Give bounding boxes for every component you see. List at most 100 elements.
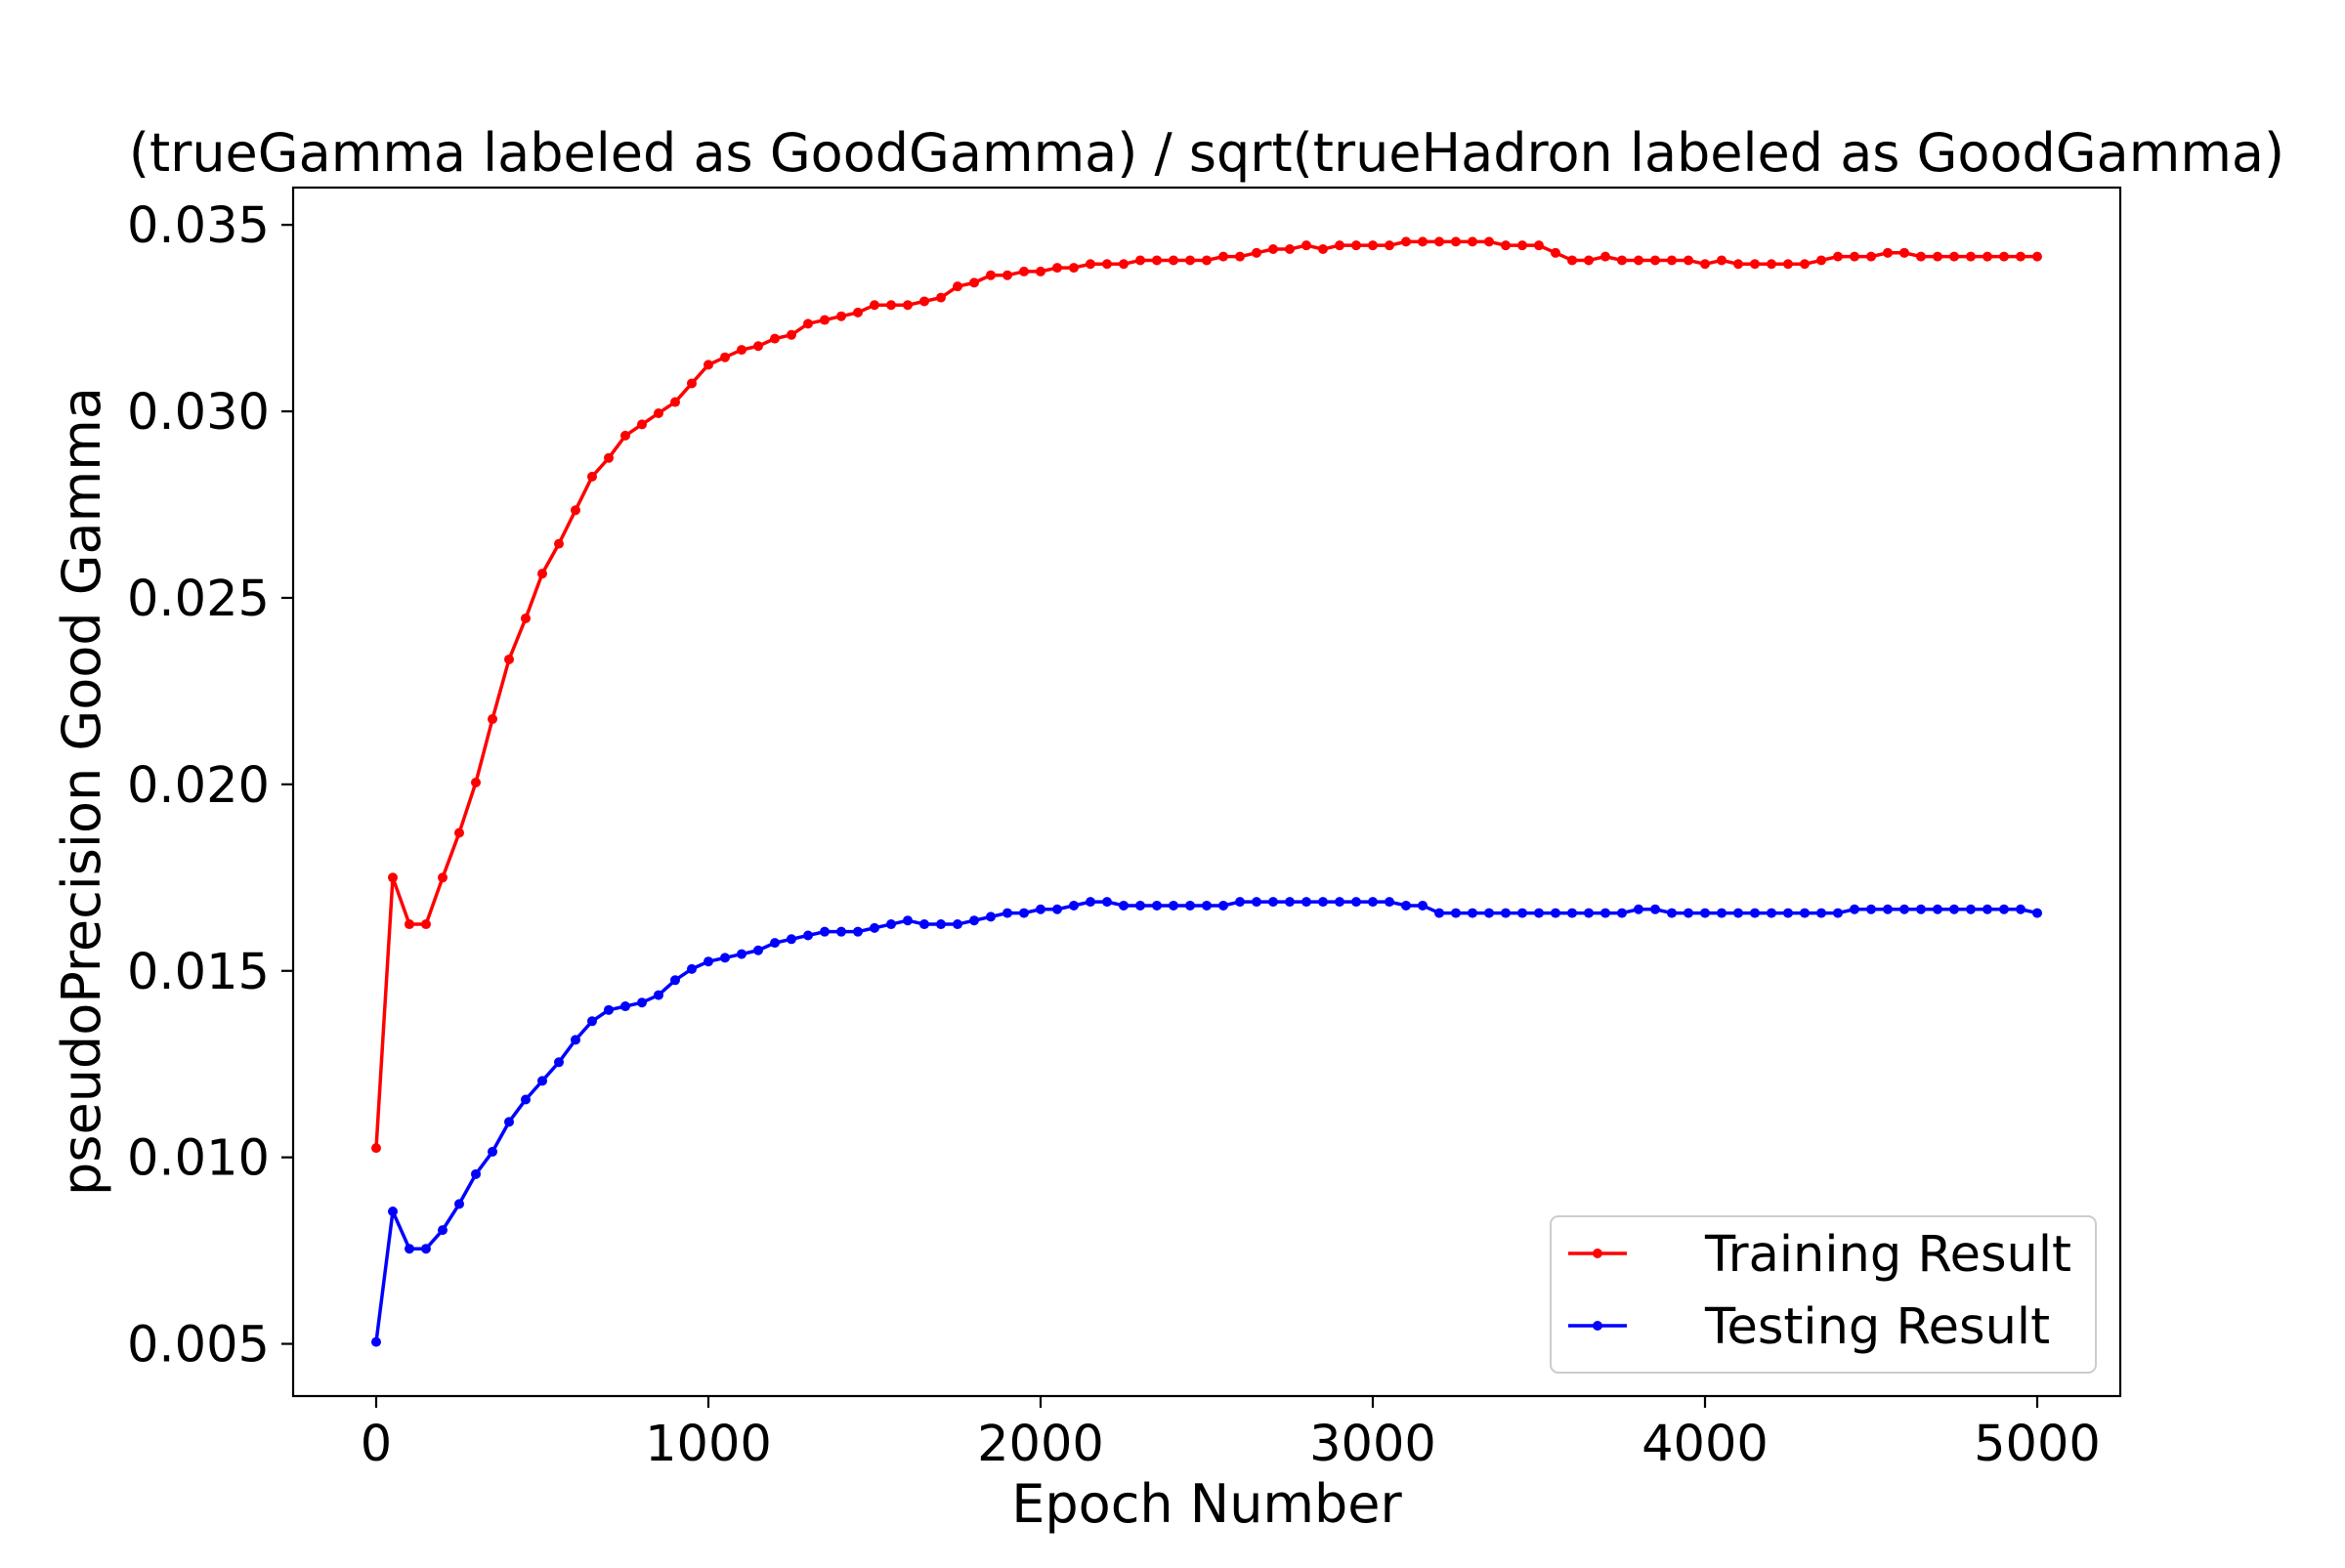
data-point-training-result xyxy=(1036,266,1045,276)
y-axis: 0.005 0.010 0.015 0.020 0.025 0.030 0.035 xyxy=(127,197,293,1375)
data-point-testing-result xyxy=(1717,908,1727,918)
data-point-training-result xyxy=(421,919,431,930)
data-point-testing-result xyxy=(1584,908,1594,918)
data-point-testing-result xyxy=(504,1117,514,1127)
data-point-training-result xyxy=(836,311,846,321)
data-point-testing-result xyxy=(521,1094,531,1105)
data-point-training-result xyxy=(1135,255,1145,266)
legend-label-testing: Testing Result xyxy=(1704,1298,2050,1356)
data-point-training-result xyxy=(1866,251,1876,262)
data-point-training-result xyxy=(1002,270,1012,280)
data-point-training-result xyxy=(2032,251,2042,262)
data-point-testing-result xyxy=(986,911,996,922)
data-point-training-result xyxy=(1667,255,1677,266)
data-point-testing-result xyxy=(637,997,647,1008)
data-point-training-result xyxy=(953,281,962,292)
data-point-training-result xyxy=(1634,255,1643,266)
data-point-testing-result xyxy=(438,1225,448,1236)
data-point-testing-result xyxy=(1700,908,1710,918)
data-point-testing-result xyxy=(1135,900,1145,911)
data-point-testing-result xyxy=(488,1146,497,1157)
data-point-training-result xyxy=(587,471,597,482)
data-point-training-result xyxy=(1169,255,1178,266)
data-point-testing-result xyxy=(1501,908,1511,918)
data-point-training-result xyxy=(388,872,398,883)
data-point-training-result xyxy=(704,360,713,370)
x-tick-label: 2000 xyxy=(977,1416,1104,1473)
y-tick-label: 0.025 xyxy=(127,571,270,628)
legend-marker-testing xyxy=(1593,1321,1602,1331)
data-point-testing-result xyxy=(620,1001,630,1012)
data-point-training-result xyxy=(1468,236,1477,247)
data-point-training-result xyxy=(1717,255,1727,266)
data-point-testing-result xyxy=(1983,904,1992,914)
data-point-testing-result xyxy=(1252,897,1261,908)
data-point-training-result xyxy=(1268,243,1278,254)
data-point-testing-result xyxy=(1866,904,1876,914)
data-point-testing-result xyxy=(1451,908,1461,918)
x-tick-label: 5000 xyxy=(1974,1416,2101,1473)
data-point-training-result xyxy=(1385,240,1394,251)
data-point-testing-result xyxy=(2016,904,2025,914)
data-point-testing-result xyxy=(704,956,713,967)
data-point-training-result xyxy=(1218,251,1228,262)
data-point-testing-result xyxy=(1684,908,1693,918)
data-point-testing-result xyxy=(1833,908,1843,918)
data-point-training-result xyxy=(1235,251,1245,262)
data-point-training-result xyxy=(1069,263,1079,274)
data-point-testing-result xyxy=(1949,904,1959,914)
data-point-testing-result xyxy=(1733,908,1743,918)
legend-label-training: Training Result xyxy=(1704,1226,2071,1284)
data-point-training-result xyxy=(1351,240,1361,251)
data-point-testing-result xyxy=(1268,897,1278,908)
data-point-training-result xyxy=(986,270,996,280)
data-point-training-result xyxy=(787,329,796,340)
data-point-testing-result xyxy=(405,1244,414,1254)
data-point-training-result xyxy=(1783,259,1793,270)
data-point-testing-result xyxy=(1999,904,2009,914)
data-point-training-result xyxy=(405,919,414,930)
data-point-training-result xyxy=(1019,266,1029,276)
data-point-testing-result xyxy=(1019,908,1029,918)
data-point-training-result xyxy=(1767,259,1776,270)
chart-title: (trueGamma labeled as GoodGamma) / sqrt(… xyxy=(129,122,2284,184)
data-point-training-result xyxy=(1102,259,1112,270)
data-point-training-result xyxy=(1584,255,1594,266)
data-point-training-result xyxy=(1517,240,1527,251)
data-point-training-result xyxy=(1916,251,1926,262)
data-point-testing-result xyxy=(471,1168,481,1179)
data-point-training-result xyxy=(1600,251,1610,262)
data-point-training-result xyxy=(1800,259,1810,270)
data-point-testing-result xyxy=(1617,908,1627,918)
data-point-training-result xyxy=(737,345,746,356)
data-point-testing-result xyxy=(1517,908,1527,918)
legend: Training Result Testing Result xyxy=(1550,1215,2097,1374)
data-point-training-result xyxy=(803,318,813,329)
x-axis-label: Epoch Number xyxy=(1011,1473,1402,1535)
data-point-testing-result xyxy=(1301,897,1311,908)
data-point-training-result xyxy=(1750,259,1760,270)
data-point-training-result xyxy=(1418,236,1428,247)
data-point-training-result xyxy=(504,654,514,664)
data-point-testing-result xyxy=(770,938,780,949)
data-point-testing-result xyxy=(737,949,746,959)
data-point-testing-result xyxy=(1816,908,1826,918)
data-point-testing-result xyxy=(1883,904,1893,914)
data-point-testing-result xyxy=(1434,908,1444,918)
data-point-testing-result xyxy=(886,919,896,930)
data-point-testing-result xyxy=(1850,904,1859,914)
data-point-testing-result xyxy=(1002,908,1012,918)
data-point-testing-result xyxy=(1767,908,1776,918)
data-point-testing-result xyxy=(1385,897,1394,908)
x-tick-label: 1000 xyxy=(645,1416,772,1473)
data-point-training-result xyxy=(1434,236,1444,247)
data-point-training-result xyxy=(1551,247,1560,258)
data-point-training-result xyxy=(1816,255,1826,266)
data-point-training-result xyxy=(1883,247,1893,258)
data-point-training-result xyxy=(1318,243,1328,254)
data-point-training-result xyxy=(936,292,946,303)
data-point-training-result xyxy=(687,378,697,389)
data-point-training-result xyxy=(371,1143,381,1154)
data-point-testing-result xyxy=(587,1016,597,1027)
